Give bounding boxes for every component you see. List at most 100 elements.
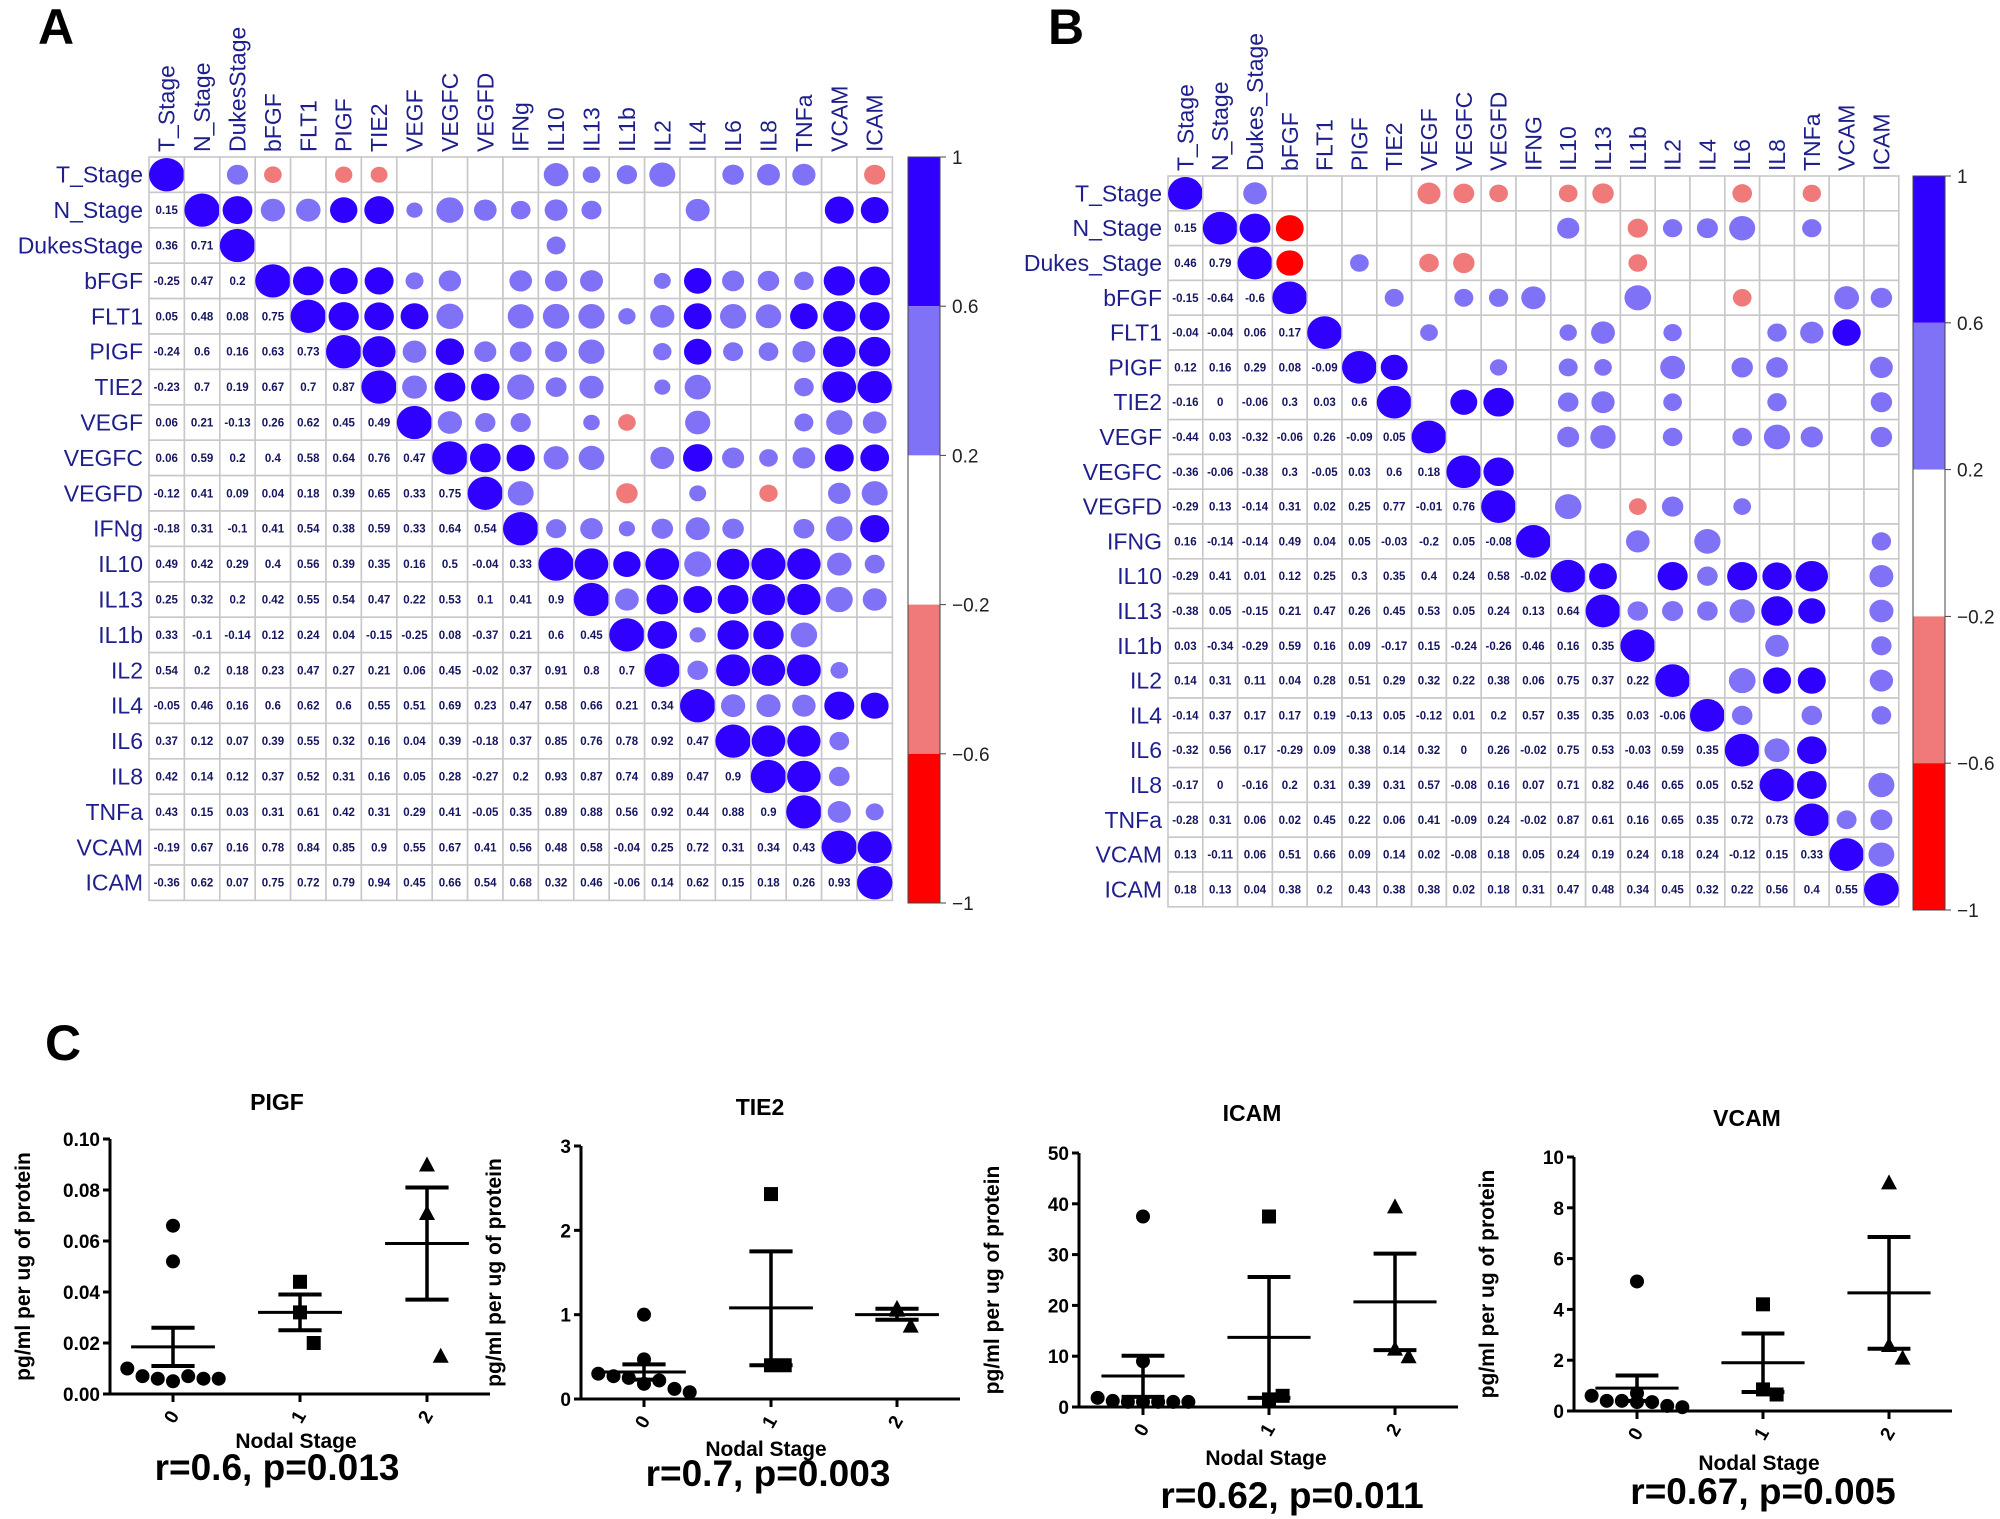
panel-label-b: B [1048,0,1084,55]
correlation-circle [751,725,786,757]
correlation-value: -0.13 [1346,710,1372,722]
correlation-circle [1871,636,1892,656]
plot-title: ICAM [1223,1100,1282,1126]
correlation-value: 0.2 [230,453,246,465]
correlation-value: -0.04 [472,559,499,571]
row-label: TIE2 [94,374,143,400]
correlation-value: 0.35 [1696,745,1719,757]
matrix-cell [679,651,717,689]
correlation-value: 0.88 [722,807,745,819]
correlation-value: -0.06 [1659,710,1685,722]
matrix-cell [1480,731,1517,769]
correlation-value: 0.29 [226,559,248,571]
matrix-cell [537,510,575,548]
matrix-cell [1758,383,1796,421]
column-label: IL10 [1555,126,1581,171]
correlation-value: 0.31 [1313,780,1336,792]
correlation-value: -0.64 [1207,293,1234,305]
correlation-value: 0.26 [262,418,284,430]
correlation-value: 0.39 [333,559,355,571]
row-label: TNFa [1105,807,1163,833]
correlation-circle [722,447,745,469]
correlation-circle [1559,324,1577,341]
plot-title: PIGF [250,1089,304,1115]
correlation-circle [1870,287,1893,308]
correlation-value: 0.74 [616,772,639,784]
matrix-cell [431,651,469,689]
y-tick-label: 2 [1553,1351,1564,1372]
correlation-value: 0.85 [333,842,356,854]
matrix-cell [1863,731,1900,769]
matrix-cell [466,864,504,902]
matrix-cell [1376,210,1413,247]
x-tick-label: 2 [884,1412,907,1432]
correlation-value: 0.16 [226,347,248,359]
correlation-value: -0.08 [1451,850,1478,862]
matrix-cell [537,580,575,618]
correlation-circle [1697,601,1718,621]
correlation-value: 0.13 [1209,502,1231,514]
correlation-circle [751,548,786,581]
correlation-value: 0 [1461,745,1467,757]
y-tick-label: 0 [560,1390,571,1411]
matrix-cell [1376,314,1413,351]
correlation-value: 0.69 [439,701,461,713]
data-point-circle [1090,1390,1105,1405]
correlation-circle [329,197,358,223]
plot-title: TIE2 [736,1094,785,1120]
correlation-value: 0.39 [262,736,284,748]
correlation-circle [827,800,851,823]
matrix-cell [431,616,469,654]
correlation-value: 0.55 [1835,884,1858,896]
matrix-cell [1689,383,1726,421]
correlation-value: -0.15 [1242,606,1269,618]
correlation-circle [1690,699,1725,732]
matrix-cell [1445,731,1483,769]
correlation-value: 0.58 [545,701,568,713]
matrix-cell [466,297,504,335]
matrix-cell [643,227,681,265]
column-label: VEGF [1416,108,1442,171]
correlation-value: 0.05 [1453,606,1476,618]
matrix-cell [466,227,504,265]
correlation-value: 0.23 [262,665,284,677]
data-point-circle [1630,1274,1644,1289]
column-label: IL2 [649,120,675,152]
correlation-circle [722,518,744,539]
matrix-cell [289,757,327,795]
data-point-circle [135,1369,150,1384]
correlation-value: 0.35 [1696,815,1719,827]
correlation-value: 0.25 [156,595,179,607]
correlation-value: 0.31 [333,772,356,784]
correlation-circle [1731,357,1753,378]
matrix-cell [1724,627,1761,665]
matrix-cell [608,262,646,300]
correlation-value: 0.18 [1661,850,1684,862]
matrix-cell [1271,592,1309,630]
correlation-value: 0.06 [1244,850,1266,862]
correlation-circle [1446,455,1482,489]
correlation-value: 0.18 [1174,884,1197,896]
matrix-cell [1515,453,1552,490]
matrix-cell [1654,453,1691,490]
correlation-circle [794,413,814,432]
correlation-value: 0.03 [1348,467,1370,479]
row-label: IL13 [98,587,143,613]
correlation-value: -0.08 [1485,536,1512,548]
correlation-value: -0.17 [1172,780,1198,792]
matrix-cell [856,722,894,760]
correlation-value: 0.6 [265,701,281,713]
correlation-circle [822,371,857,403]
y-tick-label: 0.08 [63,1181,100,1202]
matrix-cell [1445,418,1483,456]
row-label: IL6 [1130,737,1162,763]
matrix-cell [1480,627,1517,665]
correlation-circle [824,444,854,472]
y-tick-label: 6 [1553,1250,1564,1271]
correlation-value: 0.39 [1348,780,1370,792]
correlation-circle [1481,490,1516,523]
row-label: ICAM [1105,876,1163,902]
column-label: IL8 [1764,139,1790,171]
correlation-value: -0.16 [1242,780,1268,792]
correlation-value: 0.85 [545,736,568,748]
